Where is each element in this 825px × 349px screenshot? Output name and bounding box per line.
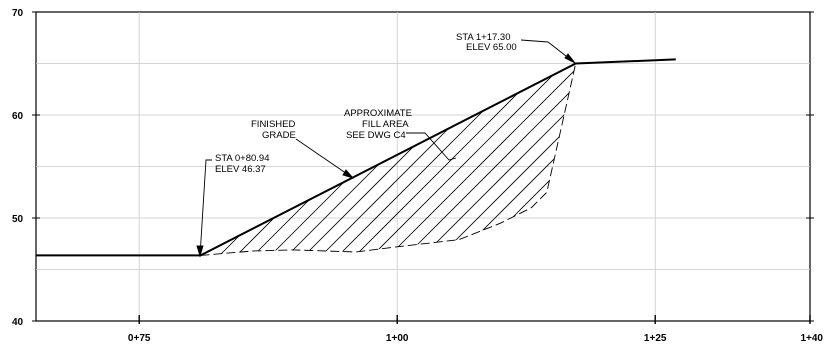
hatch-line (587, 30, 825, 330)
hatch-line (200, 63, 208, 256)
hatch-line (672, 30, 825, 330)
hatch-line (621, 30, 825, 330)
y-tick-label: 70 (12, 8, 24, 19)
y-tick-label: 60 (12, 111, 24, 122)
hatch-line (200, 63, 259, 256)
start-point-elev: ELEV 46.37 (215, 164, 266, 175)
hatch-line (263, 63, 565, 256)
leader-fill-area (406, 132, 457, 161)
hatch-line (638, 30, 825, 330)
hatch-line (314, 63, 576, 256)
hatch-line (382, 63, 576, 256)
hatch-line (212, 63, 514, 256)
hatch-line (200, 63, 310, 256)
start-point-sta: STA 0+80.94 (215, 153, 270, 164)
hatch-line (348, 63, 576, 256)
hatch-line (552, 63, 576, 256)
hatch-line (297, 63, 576, 256)
x-tick-label: 1+00 (386, 333, 409, 344)
finished-grade-label-1: FINISHED (251, 119, 295, 130)
hatch-line (200, 63, 276, 256)
hatch-line (450, 63, 576, 256)
hatch-line (535, 63, 576, 256)
finished-grade-line (36, 58, 676, 257)
hatch-line (200, 63, 327, 256)
y-axis: 70 60 50 40 (12, 8, 814, 328)
hatch-line (200, 63, 463, 256)
hatch-line (331, 63, 576, 256)
hatch-line (484, 63, 576, 256)
existing-ground-line (200, 63, 577, 256)
leader-start-point (199, 159, 212, 257)
finished-grade-label-2: GRADE (262, 130, 296, 141)
hatch-line (501, 63, 576, 256)
fill-area-label-1: APPROXIMATE (344, 108, 412, 119)
hatch-line (200, 63, 412, 256)
hatch-line (433, 63, 576, 256)
leader-finished-grade (295, 138, 354, 179)
fill-area-hatch (0, 30, 825, 330)
hatch-line (604, 30, 825, 330)
hatch-line (706, 30, 825, 330)
annotations: STA 1+17.30 ELEV 65.00 STA 0+80.94 ELEV … (215, 32, 517, 175)
hatch-line (416, 63, 576, 256)
hatch-line (200, 63, 429, 256)
hatch-line (200, 63, 446, 256)
hatch-line (740, 30, 825, 330)
hatch-line (200, 63, 225, 256)
hatch-line (200, 63, 344, 256)
leader-top-arrow (564, 53, 576, 64)
leader-finished-grade-arrow (342, 169, 355, 179)
grid-lines (36, 12, 810, 321)
fill-area-label-3: SEE DWG C4 (346, 130, 406, 141)
leader-start-arrow (196, 245, 204, 258)
hatch-line (518, 63, 576, 256)
hatch-line (200, 63, 378, 256)
x-tick-label: 1+25 (644, 333, 667, 344)
top-point-sta: STA 1+17.30 (456, 32, 511, 43)
x-axis: 0+75 1+00 1+25 1+40 (128, 315, 823, 344)
hatch-line (569, 63, 576, 256)
hatch-line (791, 30, 825, 330)
y-tick-label: 40 (12, 317, 24, 328)
hatch-line (200, 63, 293, 256)
hatch-line (0, 30, 190, 330)
hatch-line (655, 30, 825, 330)
hatch-line (689, 30, 825, 330)
hatch-line (229, 63, 531, 256)
hatch-line (200, 63, 480, 256)
hatch-line (200, 63, 361, 256)
hatch-line (280, 63, 576, 256)
hatch-line (774, 30, 825, 330)
top-point-elev: ELEV 65.00 (466, 42, 517, 53)
hatch-line (757, 30, 825, 330)
x-tick-label: 1+40 (800, 333, 823, 344)
leader-top-point (520, 39, 576, 64)
hatch-line (365, 63, 576, 256)
hatch-line (467, 63, 576, 256)
x-tick-label: 0+75 (128, 333, 151, 344)
fill-area-label-2: FILL AREA (362, 119, 409, 130)
y-tick-label: 50 (12, 214, 24, 225)
leader-lines (196, 39, 576, 258)
